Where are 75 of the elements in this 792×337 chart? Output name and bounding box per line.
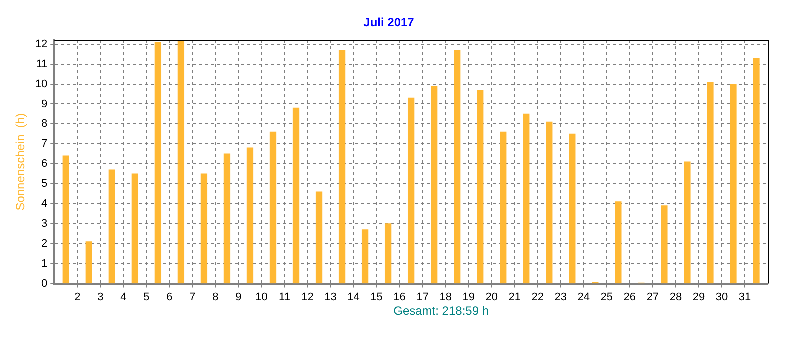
bar — [132, 174, 139, 284]
bar — [108, 170, 116, 284]
y-tick-label: 9 — [42, 98, 48, 110]
x-tick-label: 22 — [532, 291, 544, 304]
y-tick-label: 6 — [42, 158, 48, 170]
bar — [408, 98, 415, 284]
bar — [154, 42, 162, 284]
x-tick-label: 8 — [212, 291, 219, 304]
x-tick-label: 31 — [738, 291, 752, 304]
x-tick-label: 10 — [256, 291, 268, 304]
bar — [730, 84, 737, 284]
bar — [661, 206, 668, 284]
bar — [338, 50, 346, 284]
x-tick-label: 15 — [370, 291, 383, 304]
bar — [546, 122, 553, 284]
bar — [316, 192, 323, 284]
bar — [384, 224, 392, 284]
x-tick-label: 19 — [462, 291, 475, 304]
x-tick-label: 29 — [692, 291, 706, 304]
y-axis-title: Sonnenschein (h) — [14, 113, 28, 211]
y-tick-label: 1 — [42, 258, 48, 270]
bar — [477, 90, 484, 284]
x-tick-label: 23 — [554, 291, 568, 304]
y-tick-label: 11 — [36, 58, 48, 70]
x-tick-label: 27 — [646, 291, 660, 304]
x-tick-label: 11 — [279, 291, 290, 304]
bar — [707, 82, 714, 284]
bar — [684, 162, 691, 284]
x-tick-label: 12 — [302, 291, 314, 304]
y-tick-label: 3 — [42, 218, 48, 230]
bar — [500, 132, 507, 284]
bar — [753, 58, 760, 284]
x-tick-label: 14 — [348, 291, 360, 304]
x-tick-label: 6 — [166, 291, 173, 304]
bar — [200, 174, 208, 284]
x-tick-label: 5 — [144, 291, 150, 304]
y-tick-label: 0 — [42, 278, 48, 290]
x-tick-label: 2 — [74, 291, 81, 304]
bar — [454, 50, 461, 284]
y-tick-label: 7 — [42, 138, 48, 150]
y-tick-label: 4 — [42, 198, 48, 210]
x-tick-label: 9 — [236, 291, 242, 304]
x-tick-label: 21 — [508, 291, 521, 304]
x-tick-label: 3 — [98, 291, 104, 304]
x-tick-label: 30 — [716, 291, 728, 304]
x-tick-label: 24 — [578, 291, 590, 304]
y-tick-label: 8 — [42, 118, 48, 130]
bar — [292, 108, 300, 284]
x-tick-label: 16 — [394, 291, 406, 304]
bar — [86, 242, 92, 284]
y-tick-label: 2 — [42, 238, 48, 250]
bar — [270, 132, 277, 284]
bar — [224, 154, 231, 284]
bar — [246, 148, 254, 284]
bar — [62, 156, 70, 284]
bar — [362, 230, 369, 284]
x-tick-label: 20 — [486, 291, 498, 304]
y-tick-label: 10 — [35, 78, 48, 90]
x-tick-label: 13 — [324, 291, 337, 304]
x-tick-label: 4 — [120, 291, 127, 304]
x-tick-label: 17 — [416, 291, 429, 304]
chart-title: Juli 2017 — [364, 16, 415, 30]
bar — [615, 202, 622, 284]
y-tick-label: 12 — [35, 38, 48, 50]
x-tick-label: 7 — [190, 291, 196, 304]
x-tick-label: 26 — [624, 291, 636, 304]
text: Gesamt: 218:59 h — [394, 304, 490, 318]
bar — [569, 134, 576, 284]
y-tick-label: 5 — [42, 178, 48, 190]
bar — [178, 40, 185, 284]
x-tick-label: 18 — [440, 291, 452, 304]
bar — [523, 114, 530, 284]
x-tick-label: 25 — [600, 291, 614, 304]
bar — [431, 86, 438, 284]
x-tick-label: 28 — [670, 291, 682, 304]
